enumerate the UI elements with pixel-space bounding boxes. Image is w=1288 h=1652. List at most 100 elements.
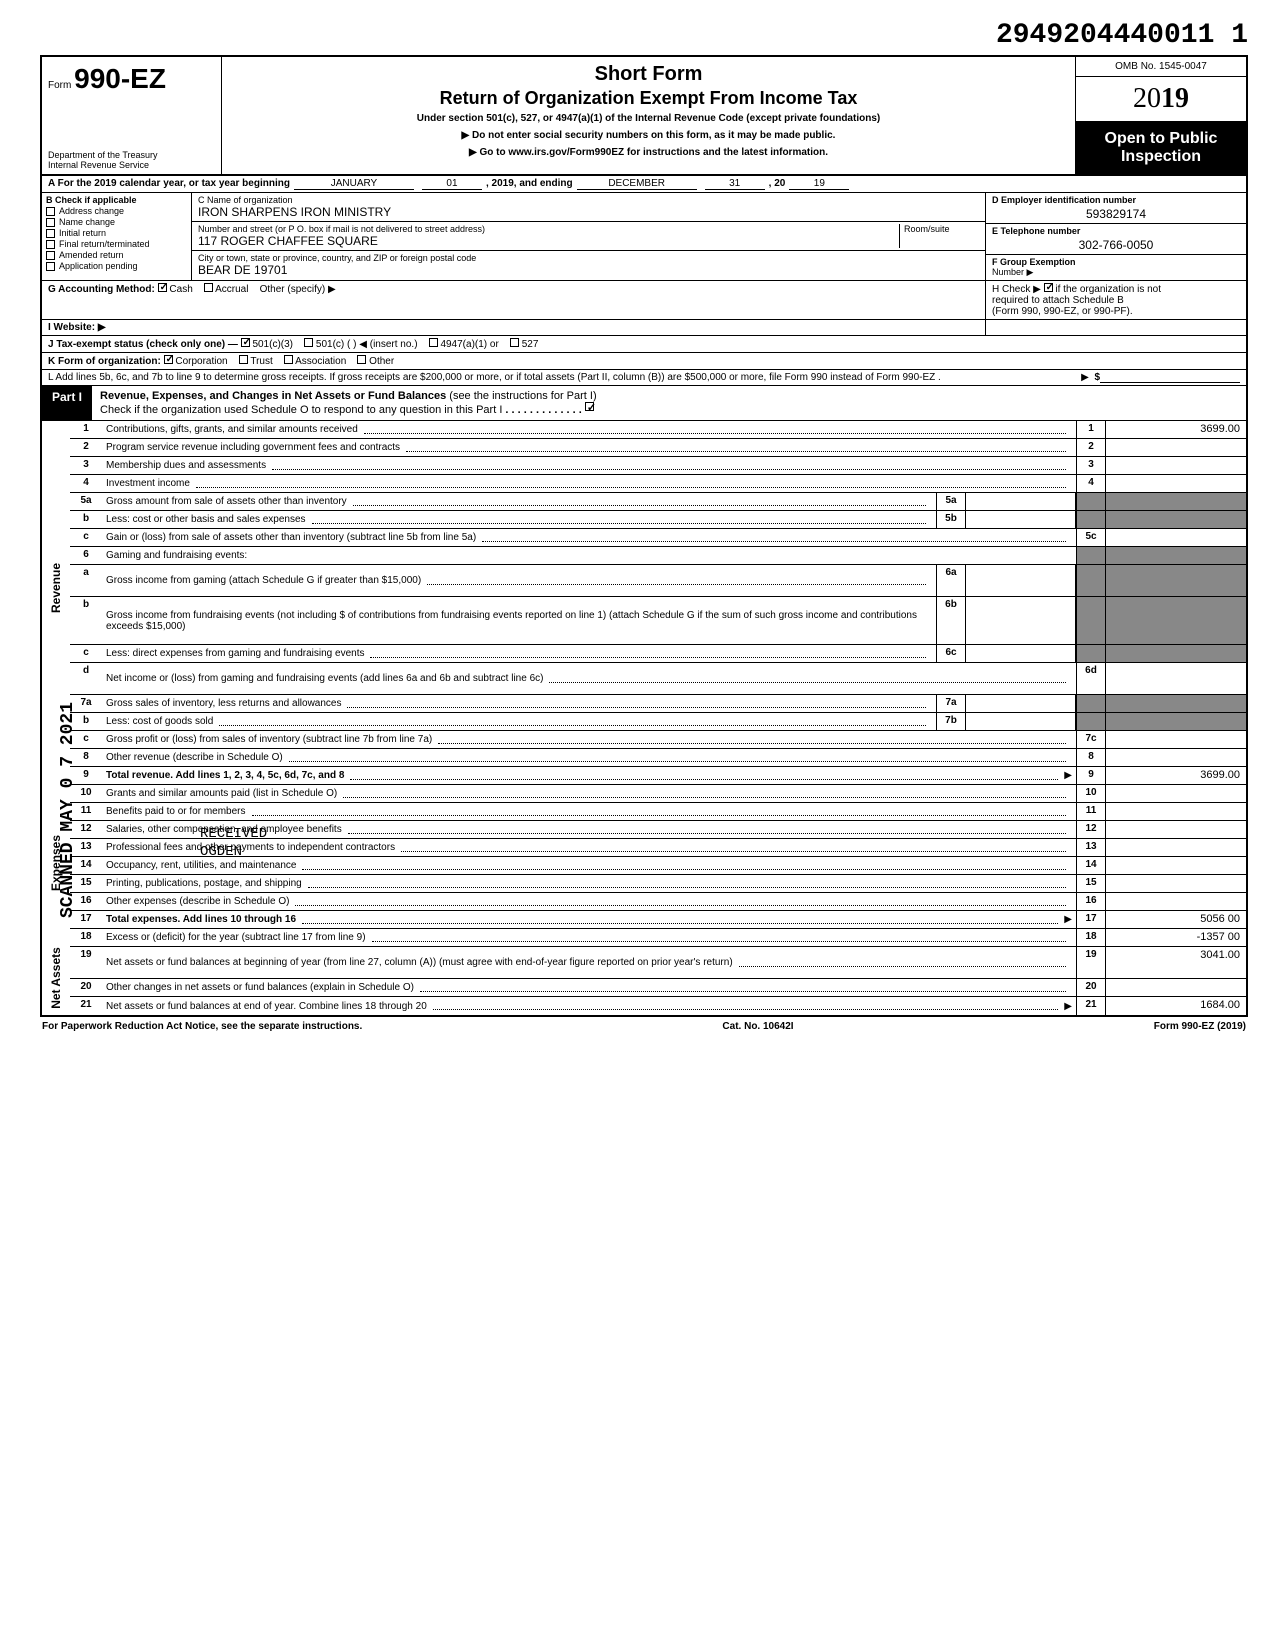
ein-value[interactable]: 593829174: [992, 207, 1240, 221]
row-j: J Tax-exempt status (check only one) — 5…: [40, 336, 1248, 353]
line-rows: 1Contributions, gifts, grants, and simil…: [70, 421, 1246, 1015]
line5c-val[interactable]: [1106, 529, 1246, 546]
line2-val[interactable]: [1106, 439, 1246, 456]
line15-desc: Printing, publications, postage, and shi…: [106, 878, 302, 889]
omb-number: OMB No. 1545-0047: [1076, 57, 1246, 77]
header-center: Short Form Return of Organization Exempt…: [222, 57, 1076, 174]
checkbox-address-change[interactable]: [46, 207, 55, 216]
line17-val[interactable]: 5056 00: [1106, 911, 1246, 928]
h-text3: required to attach Schedule B: [992, 295, 1124, 306]
line8-val[interactable]: [1106, 749, 1246, 766]
row-a-prefix: A For the 2019 calendar year, or tax yea…: [48, 178, 290, 190]
line21-desc: Net assets or fund balances at end of ye…: [106, 1001, 427, 1012]
line7a-desc: Gross sales of inventory, less returns a…: [106, 698, 341, 709]
line7b-desc: Less: cost of goods sold: [106, 716, 213, 727]
phone-value[interactable]: 302-766-0050: [992, 238, 1240, 252]
checkbox-association[interactable]: [284, 355, 293, 364]
checkbox-other-org[interactable]: [357, 355, 366, 364]
org-name[interactable]: IRON SHARPENS IRON MINISTRY: [198, 205, 979, 219]
checkbox-accrual[interactable]: [204, 283, 213, 292]
checkbox-501c3[interactable]: [241, 338, 250, 347]
checkbox-initial-return[interactable]: [46, 229, 55, 238]
line9-desc: Total revenue. Add lines 1, 2, 3, 4, 5c,…: [106, 770, 344, 781]
line3-val[interactable]: [1106, 457, 1246, 474]
line2-desc: Program service revenue including govern…: [106, 442, 400, 453]
checkbox-application-pending[interactable]: [46, 262, 55, 271]
begin-day[interactable]: 01: [422, 178, 482, 190]
line21-val[interactable]: 1684.00: [1106, 997, 1246, 1015]
line6d-val[interactable]: [1106, 663, 1246, 694]
line7b-val[interactable]: [966, 713, 1076, 730]
footer-mid: Cat. No. 10642I: [722, 1021, 793, 1032]
part1-table: Revenue Expenses Net Assets 1Contributio…: [40, 421, 1248, 1017]
checkbox-amended-return[interactable]: [46, 251, 55, 260]
line6a-val[interactable]: [966, 565, 1076, 596]
label-501c-insert: ) ◀ (insert no.): [353, 339, 417, 350]
col-right: D Employer identification number 5938291…: [986, 193, 1246, 280]
line3-desc: Membership dues and assessments: [106, 460, 266, 471]
f-label: F Group Exemption: [992, 257, 1076, 267]
line7c-val[interactable]: [1106, 731, 1246, 748]
form-number: 990-EZ: [74, 63, 166, 94]
label-accrual: Accrual: [215, 284, 248, 295]
end-year[interactable]: 19: [789, 178, 849, 190]
label-corporation: Corporation: [175, 356, 227, 367]
note-ssn: ▶ Do not enter social security numbers o…: [232, 130, 1065, 141]
line12-val[interactable]: [1106, 821, 1246, 838]
checkbox-cash[interactable]: [158, 283, 167, 292]
end-month[interactable]: DECEMBER: [577, 178, 697, 190]
line6a-desc: Gross income from gaming (attach Schedul…: [106, 575, 421, 586]
label-initial-return: Initial return: [59, 228, 106, 238]
checkbox-schedule-o[interactable]: [585, 402, 594, 411]
line6c-val[interactable]: [966, 645, 1076, 662]
checkbox-corporation[interactable]: [164, 355, 173, 364]
checkbox-501c[interactable]: [304, 338, 313, 347]
label-address-change: Address change: [59, 206, 124, 216]
h-text2: if the organization is not: [1055, 284, 1161, 295]
f-label-2: Number ▶: [992, 267, 1033, 277]
line16-desc: Other expenses (describe in Schedule O): [106, 896, 289, 907]
label-other-method: Other (specify) ▶: [260, 284, 336, 295]
open-public-2: Inspection: [1080, 148, 1242, 166]
checkbox-final-return[interactable]: [46, 240, 55, 249]
form-prefix: Form: [48, 80, 71, 91]
checkbox-schedule-b[interactable]: [1044, 283, 1053, 292]
label-4947: 4947(a)(1) or: [440, 339, 498, 350]
line7a-val[interactable]: [966, 695, 1076, 712]
line18-val[interactable]: -1357 00: [1106, 929, 1246, 946]
line14-desc: Occupancy, rent, utilities, and maintena…: [106, 860, 296, 871]
checkbox-trust[interactable]: [239, 355, 248, 364]
checkbox-527[interactable]: [510, 338, 519, 347]
line4-val[interactable]: [1106, 475, 1246, 492]
part1-label: Part I: [42, 386, 92, 420]
line10-val[interactable]: [1106, 785, 1246, 802]
line15-val[interactable]: [1106, 875, 1246, 892]
part1-header: Part I Revenue, Expenses, and Changes in…: [40, 386, 1248, 421]
line16-val[interactable]: [1106, 893, 1246, 910]
i-label: I Website: ▶: [48, 322, 106, 333]
top-right-code: 2949204440011 1: [40, 20, 1248, 51]
footer-right: Form 990-EZ (2019): [1154, 1021, 1246, 1032]
line20-val[interactable]: [1106, 979, 1246, 996]
line6b-val[interactable]: [966, 597, 1076, 644]
begin-month[interactable]: JANUARY: [294, 178, 414, 190]
line5b-val[interactable]: [966, 511, 1076, 528]
end-day[interactable]: 31: [705, 178, 765, 190]
line5a-val[interactable]: [966, 493, 1076, 510]
line19-val[interactable]: 3041.00: [1106, 947, 1246, 978]
line14-val[interactable]: [1106, 857, 1246, 874]
checkbox-4947[interactable]: [429, 338, 438, 347]
line11-val[interactable]: [1106, 803, 1246, 820]
row-i: I Website: ▶: [40, 320, 1248, 336]
line8-desc: Other revenue (describe in Schedule O): [106, 752, 283, 763]
city-state-zip[interactable]: BEAR DE 19701: [198, 263, 979, 277]
line1-val[interactable]: 3699.00: [1106, 421, 1246, 438]
line13-val[interactable]: [1106, 839, 1246, 856]
dept-line2: Internal Revenue Service: [48, 160, 158, 170]
checkbox-name-change[interactable]: [46, 218, 55, 227]
footer: For Paperwork Reduction Act Notice, see …: [40, 1017, 1248, 1036]
label-name-change: Name change: [59, 217, 115, 227]
room-label: Room/suite: [904, 224, 979, 234]
line9-val[interactable]: 3699.00: [1106, 767, 1246, 784]
street-address[interactable]: 117 ROGER CHAFFEE SQUARE: [198, 234, 899, 248]
